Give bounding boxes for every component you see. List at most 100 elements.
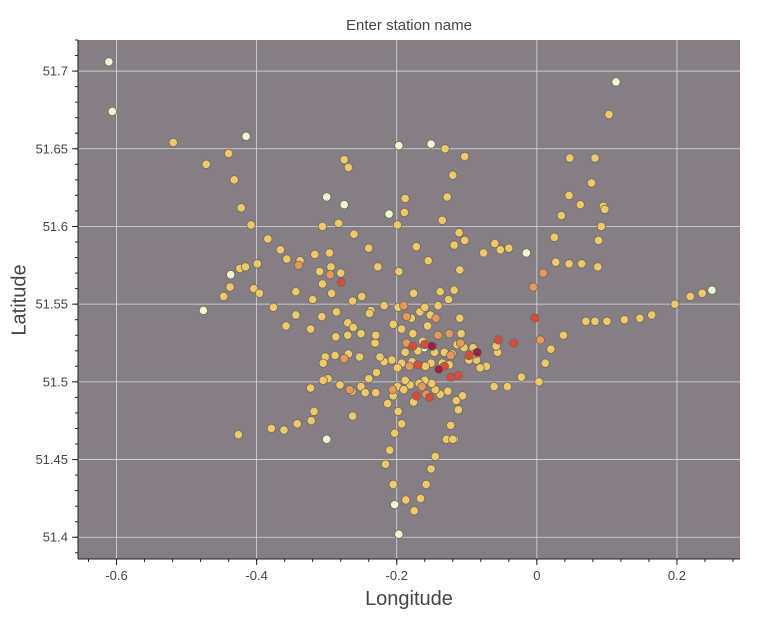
station-point bbox=[224, 148, 234, 159]
station-point bbox=[647, 310, 657, 320]
station-point bbox=[339, 353, 349, 364]
station-point bbox=[317, 311, 327, 322]
station-point bbox=[404, 361, 414, 371]
station-point bbox=[266, 423, 276, 434]
station-point bbox=[291, 310, 301, 320]
station-point bbox=[446, 420, 456, 430]
station-point bbox=[387, 355, 397, 365]
station-point bbox=[331, 332, 341, 342]
station-point bbox=[455, 265, 465, 275]
station-point bbox=[355, 352, 365, 362]
station-point bbox=[401, 311, 412, 322]
station-point bbox=[489, 381, 499, 392]
station-point bbox=[246, 220, 256, 230]
station-point bbox=[534, 377, 544, 387]
station-point bbox=[581, 316, 591, 326]
station-point bbox=[268, 302, 279, 312]
station-point bbox=[460, 235, 470, 246]
station-point bbox=[444, 329, 454, 339]
station-point bbox=[107, 106, 117, 117]
y-tick-label: 51.55 bbox=[35, 297, 68, 312]
station-point bbox=[393, 406, 403, 416]
station-point bbox=[455, 338, 466, 348]
station-point bbox=[564, 259, 574, 269]
station-point bbox=[535, 335, 545, 345]
station-point bbox=[509, 338, 519, 348]
station-point bbox=[454, 228, 464, 238]
station-point bbox=[433, 301, 443, 311]
station-point bbox=[308, 294, 318, 305]
station-point bbox=[443, 386, 453, 396]
station-point bbox=[443, 294, 454, 305]
station-point bbox=[446, 350, 456, 361]
station-point bbox=[422, 321, 433, 331]
station-point bbox=[440, 144, 450, 154]
y-tick-label: 51.5 bbox=[43, 374, 68, 389]
station-point bbox=[333, 218, 344, 228]
station-point bbox=[383, 399, 393, 409]
station-point bbox=[201, 159, 211, 169]
data-points bbox=[104, 57, 717, 539]
station-point bbox=[241, 131, 251, 141]
station-point bbox=[330, 350, 340, 361]
station-point bbox=[305, 383, 316, 393]
station-point bbox=[309, 406, 319, 416]
station-point bbox=[420, 302, 430, 312]
station-point bbox=[670, 299, 680, 309]
y-tick-label: 51.6 bbox=[43, 219, 68, 234]
station-point bbox=[495, 245, 506, 255]
station-point bbox=[317, 279, 328, 289]
station-point bbox=[586, 178, 597, 188]
station-point bbox=[387, 385, 398, 395]
station-point bbox=[426, 464, 436, 474]
station-point bbox=[371, 330, 381, 340]
station-point bbox=[326, 262, 336, 272]
station-point bbox=[349, 229, 359, 239]
station-point bbox=[318, 375, 328, 385]
station-point bbox=[604, 109, 614, 120]
station-point bbox=[446, 372, 456, 382]
chart-title: Enter station name bbox=[346, 17, 472, 34]
y-tick-label: 51.45 bbox=[35, 452, 68, 467]
station-point bbox=[225, 282, 235, 292]
station-point bbox=[460, 151, 470, 162]
station-point bbox=[339, 155, 349, 165]
station-point bbox=[275, 245, 286, 255]
station-point bbox=[326, 288, 337, 298]
y-tick-label: 51.4 bbox=[43, 530, 68, 545]
station-point bbox=[431, 313, 441, 323]
station-point bbox=[364, 374, 374, 384]
station-point bbox=[385, 445, 395, 455]
station-point bbox=[619, 315, 630, 325]
station-point bbox=[282, 254, 292, 264]
station-point bbox=[384, 209, 394, 219]
station-point bbox=[370, 338, 380, 348]
station-point bbox=[411, 242, 421, 252]
station-point bbox=[590, 316, 600, 326]
station-point bbox=[104, 57, 114, 67]
station-point bbox=[356, 381, 366, 392]
station-point bbox=[236, 203, 246, 213]
x-tick-label: -0.2 bbox=[386, 568, 408, 583]
station-point bbox=[401, 495, 411, 505]
station-point bbox=[364, 308, 375, 319]
station-point bbox=[502, 381, 513, 392]
station-point bbox=[394, 529, 404, 539]
station-point bbox=[390, 500, 400, 510]
station-point bbox=[600, 204, 610, 214]
station-point bbox=[685, 291, 695, 301]
station-point bbox=[472, 347, 482, 357]
station-point bbox=[345, 385, 355, 395]
station-point bbox=[430, 451, 440, 462]
station-point bbox=[394, 141, 404, 151]
station-point bbox=[558, 330, 569, 340]
station-point bbox=[479, 248, 489, 258]
station-point bbox=[697, 288, 707, 298]
station-point bbox=[411, 391, 421, 401]
station-point bbox=[423, 256, 433, 266]
station-point bbox=[292, 419, 302, 429]
station-point bbox=[392, 220, 403, 230]
station-point bbox=[357, 291, 367, 301]
station-point bbox=[449, 285, 459, 295]
